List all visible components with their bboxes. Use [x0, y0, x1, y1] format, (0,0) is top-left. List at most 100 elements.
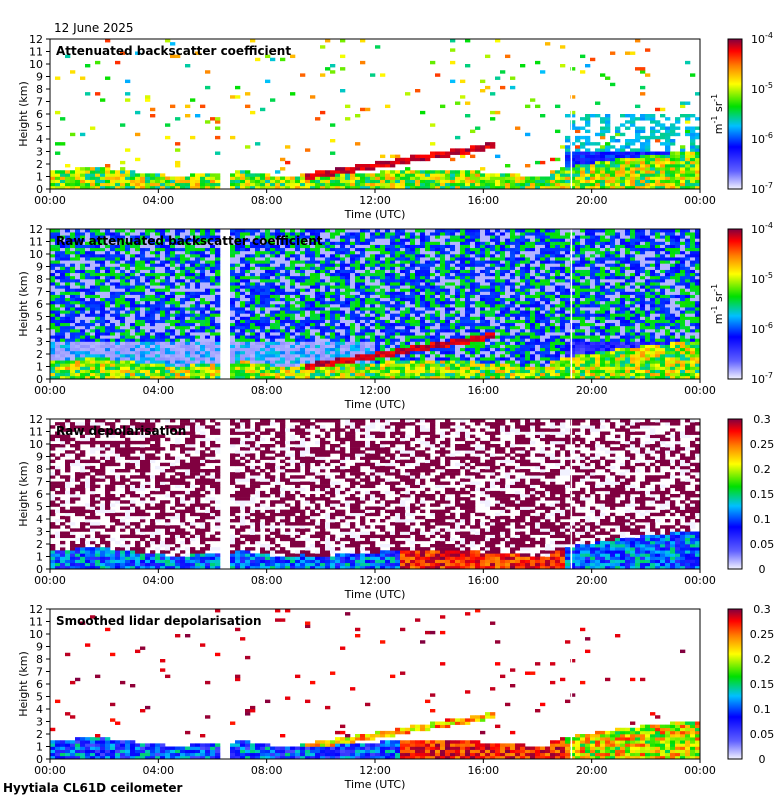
heatmap-cell: [400, 344, 406, 349]
heatmap-cell: [210, 263, 216, 267]
heatmap-cell: [165, 316, 171, 320]
heatmap-cell: [365, 229, 371, 233]
heatmap-cell: [145, 310, 151, 314]
heatmap-cell: [675, 170, 681, 174]
heatmap-cell: [420, 338, 426, 342]
heatmap-cell: [65, 363, 71, 367]
heatmap-cell: [440, 154, 446, 159]
heatmap-cell: [75, 229, 81, 233]
heatmap-cell: [630, 114, 636, 118]
heatmap-cell: [170, 341, 176, 345]
heatmap-cell: [330, 247, 336, 252]
heatmap-cell: [350, 300, 356, 305]
heatmap-cell: [425, 344, 431, 349]
heatmap-cell: [285, 347, 291, 352]
heatmap-cell: [50, 354, 56, 358]
heatmap-cell: [265, 313, 271, 317]
heatmap-cell: [170, 313, 176, 317]
heatmap-cell: [285, 360, 291, 364]
heatmap-cell: [355, 300, 361, 305]
heatmap-cell: [340, 260, 346, 264]
heatmap-cell: [195, 335, 201, 339]
heatmap-cell: [615, 170, 621, 174]
heatmap-cell: [415, 357, 421, 361]
heatmap-cell: [125, 288, 131, 292]
heatmap-cell: [165, 241, 171, 245]
heatmap-cell: [355, 363, 361, 367]
heatmap-cell: [50, 260, 56, 264]
heatmap-cell: [135, 176, 141, 180]
heatmap-cell: [130, 272, 136, 277]
heatmap-cell: [335, 357, 341, 361]
heatmap-cell: [355, 354, 361, 358]
heatmap-cell: [235, 229, 241, 233]
heatmap-cell: [385, 288, 391, 292]
heatmap-cell: [75, 182, 81, 187]
heatmap-cell: [330, 332, 336, 336]
heatmap-cell: [280, 325, 286, 330]
heatmap-cell: [75, 316, 81, 320]
heatmap-cell: [150, 307, 156, 311]
heatmap-cell: [255, 275, 261, 280]
heatmap-cell: [90, 263, 96, 267]
heatmap-cell: [130, 325, 136, 330]
heatmap-cell: [180, 329, 186, 333]
heatmap-cell: [270, 347, 276, 352]
heatmap-cell: [70, 319, 76, 324]
heatmap-cell: [435, 304, 441, 308]
heatmap-cell: [300, 366, 306, 370]
heatmap-cell: [60, 182, 66, 187]
heatmap-cell: [245, 357, 251, 361]
heatmap-cell: [60, 142, 66, 146]
heatmap-cells: [50, 229, 701, 380]
heatmap-cell: [150, 354, 156, 358]
heatmap-cell: [75, 366, 81, 370]
heatmap-cell: [215, 313, 221, 317]
heatmap-cell: [430, 275, 436, 280]
heatmap-cell: [240, 335, 246, 339]
heatmap-cell: [585, 173, 591, 177]
heatmap-cell: [450, 79, 456, 84]
heatmap-cell: [335, 241, 341, 245]
heatmap-cell: [530, 179, 536, 184]
heatmap-cell: [370, 182, 376, 187]
heatmap-cell: [130, 269, 136, 274]
heatmap-cell: [285, 244, 291, 249]
heatmap-cell: [425, 313, 431, 317]
heatmap-cell: [60, 272, 66, 277]
heatmap-cell: [145, 285, 151, 289]
heatmap-cell: [420, 291, 426, 295]
heatmap-cell: [70, 329, 76, 333]
heatmap-cell: [290, 275, 296, 280]
heatmap-cell: [410, 232, 416, 236]
heatmap-cell: [235, 372, 241, 377]
heatmap-cell: [145, 95, 151, 99]
heatmap-cell: [285, 316, 291, 320]
heatmap-cell: [85, 185, 91, 190]
heatmap-cell: [695, 182, 701, 187]
heatmap-cell: [425, 241, 431, 245]
heatmap-cell: [325, 310, 331, 314]
heatmap-cell: [420, 329, 426, 333]
heatmap-cell: [215, 250, 221, 255]
heatmap-cell: [270, 335, 276, 339]
heatmap-cell: [325, 244, 331, 249]
heatmap-cell: [350, 332, 356, 336]
heatmap-cell: [170, 285, 176, 289]
heatmap-cell: [130, 291, 136, 295]
heatmap-cell: [55, 279, 61, 283]
heatmap-cell: [610, 139, 616, 143]
heatmap-cell: [85, 354, 91, 358]
heatmap-cell: [175, 142, 181, 146]
heatmap-cell: [285, 250, 291, 255]
heatmap-cell: [125, 250, 131, 255]
heatmap-cell: [315, 335, 321, 339]
heatmap-cell: [215, 282, 221, 286]
heatmap-cell: [635, 117, 641, 121]
heatmap-cell: [135, 313, 141, 317]
heatmap-cell: [290, 266, 296, 270]
heatmap-cell: [295, 272, 301, 277]
heatmap-cell: [350, 313, 356, 317]
heatmap-cell: [90, 275, 96, 280]
heatmap-cell: [395, 338, 401, 342]
